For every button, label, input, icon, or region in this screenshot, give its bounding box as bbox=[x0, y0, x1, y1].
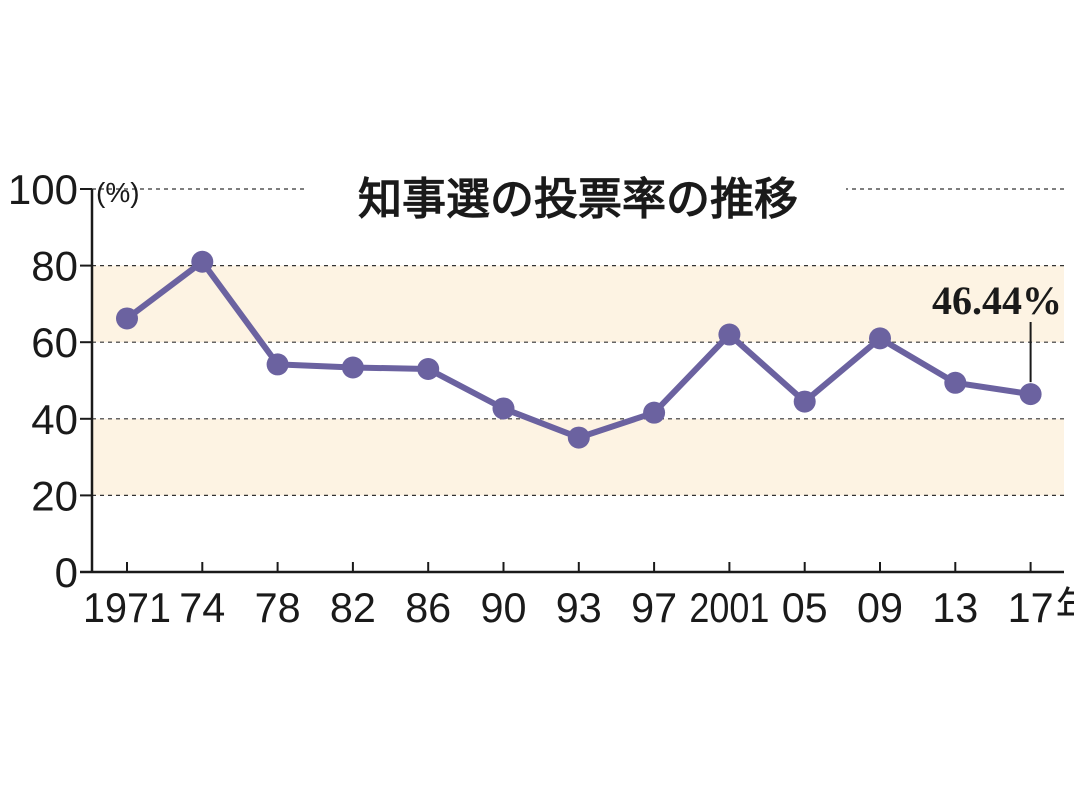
x-axis-unit: 年 bbox=[1056, 584, 1074, 631]
data-point-74 bbox=[191, 250, 214, 273]
data-point-1971 bbox=[116, 307, 138, 330]
y-tick-label-40: 40 bbox=[31, 396, 78, 443]
background-bands bbox=[92, 265, 1064, 496]
x-tick-label-82: 82 bbox=[330, 584, 376, 631]
x-tick-label-93: 93 bbox=[556, 584, 602, 631]
annotation-value: 46.44% bbox=[932, 278, 1062, 323]
x-tick-label-13: 13 bbox=[932, 584, 978, 631]
data-point-13 bbox=[944, 371, 967, 394]
y-tick-label-80: 80 bbox=[31, 243, 78, 290]
chart-title: 知事選の投票率の推移 bbox=[358, 174, 798, 225]
data-point-90 bbox=[492, 397, 515, 420]
data-point-93 bbox=[567, 426, 590, 449]
x-tick-label-17: 17 bbox=[1008, 584, 1054, 631]
data-point-17 bbox=[1019, 383, 1042, 406]
y-tick-label-60: 60 bbox=[31, 319, 78, 366]
band-60-80 bbox=[92, 265, 1064, 343]
grid-lines bbox=[92, 188, 1064, 496]
x-tick-label-90: 90 bbox=[481, 584, 527, 631]
title-background bbox=[306, 166, 846, 226]
data-point-09 bbox=[869, 327, 891, 350]
x-tick-label-74: 74 bbox=[179, 584, 225, 631]
y-tick-labels: 0 20 40 60 80 100 bbox=[8, 166, 78, 596]
data-point-97 bbox=[643, 401, 666, 424]
x-tick-label-78: 78 bbox=[255, 584, 301, 631]
data-point-86 bbox=[417, 358, 440, 381]
x-tick-label-86: 86 bbox=[405, 584, 451, 631]
x-tick-label-1971: 1971 bbox=[83, 584, 171, 631]
y-tick-label-100: 100 bbox=[8, 166, 78, 213]
x-tick-label-09: 09 bbox=[857, 584, 903, 631]
y-tick-label-0: 0 bbox=[55, 549, 78, 596]
x-tick-label-97: 97 bbox=[631, 584, 677, 631]
data-point-2001 bbox=[718, 323, 741, 346]
data-point-82 bbox=[341, 356, 364, 379]
x-tick-label-2001: 2001 bbox=[689, 584, 769, 631]
y-tick-label-20: 20 bbox=[31, 472, 78, 519]
x-tick-label-05: 05 bbox=[782, 584, 828, 631]
data-point-05 bbox=[793, 390, 816, 413]
y-axis-unit: (%) bbox=[96, 177, 140, 208]
axes bbox=[80, 188, 1064, 574]
data-point-78 bbox=[266, 353, 289, 376]
data-points bbox=[116, 250, 1042, 449]
